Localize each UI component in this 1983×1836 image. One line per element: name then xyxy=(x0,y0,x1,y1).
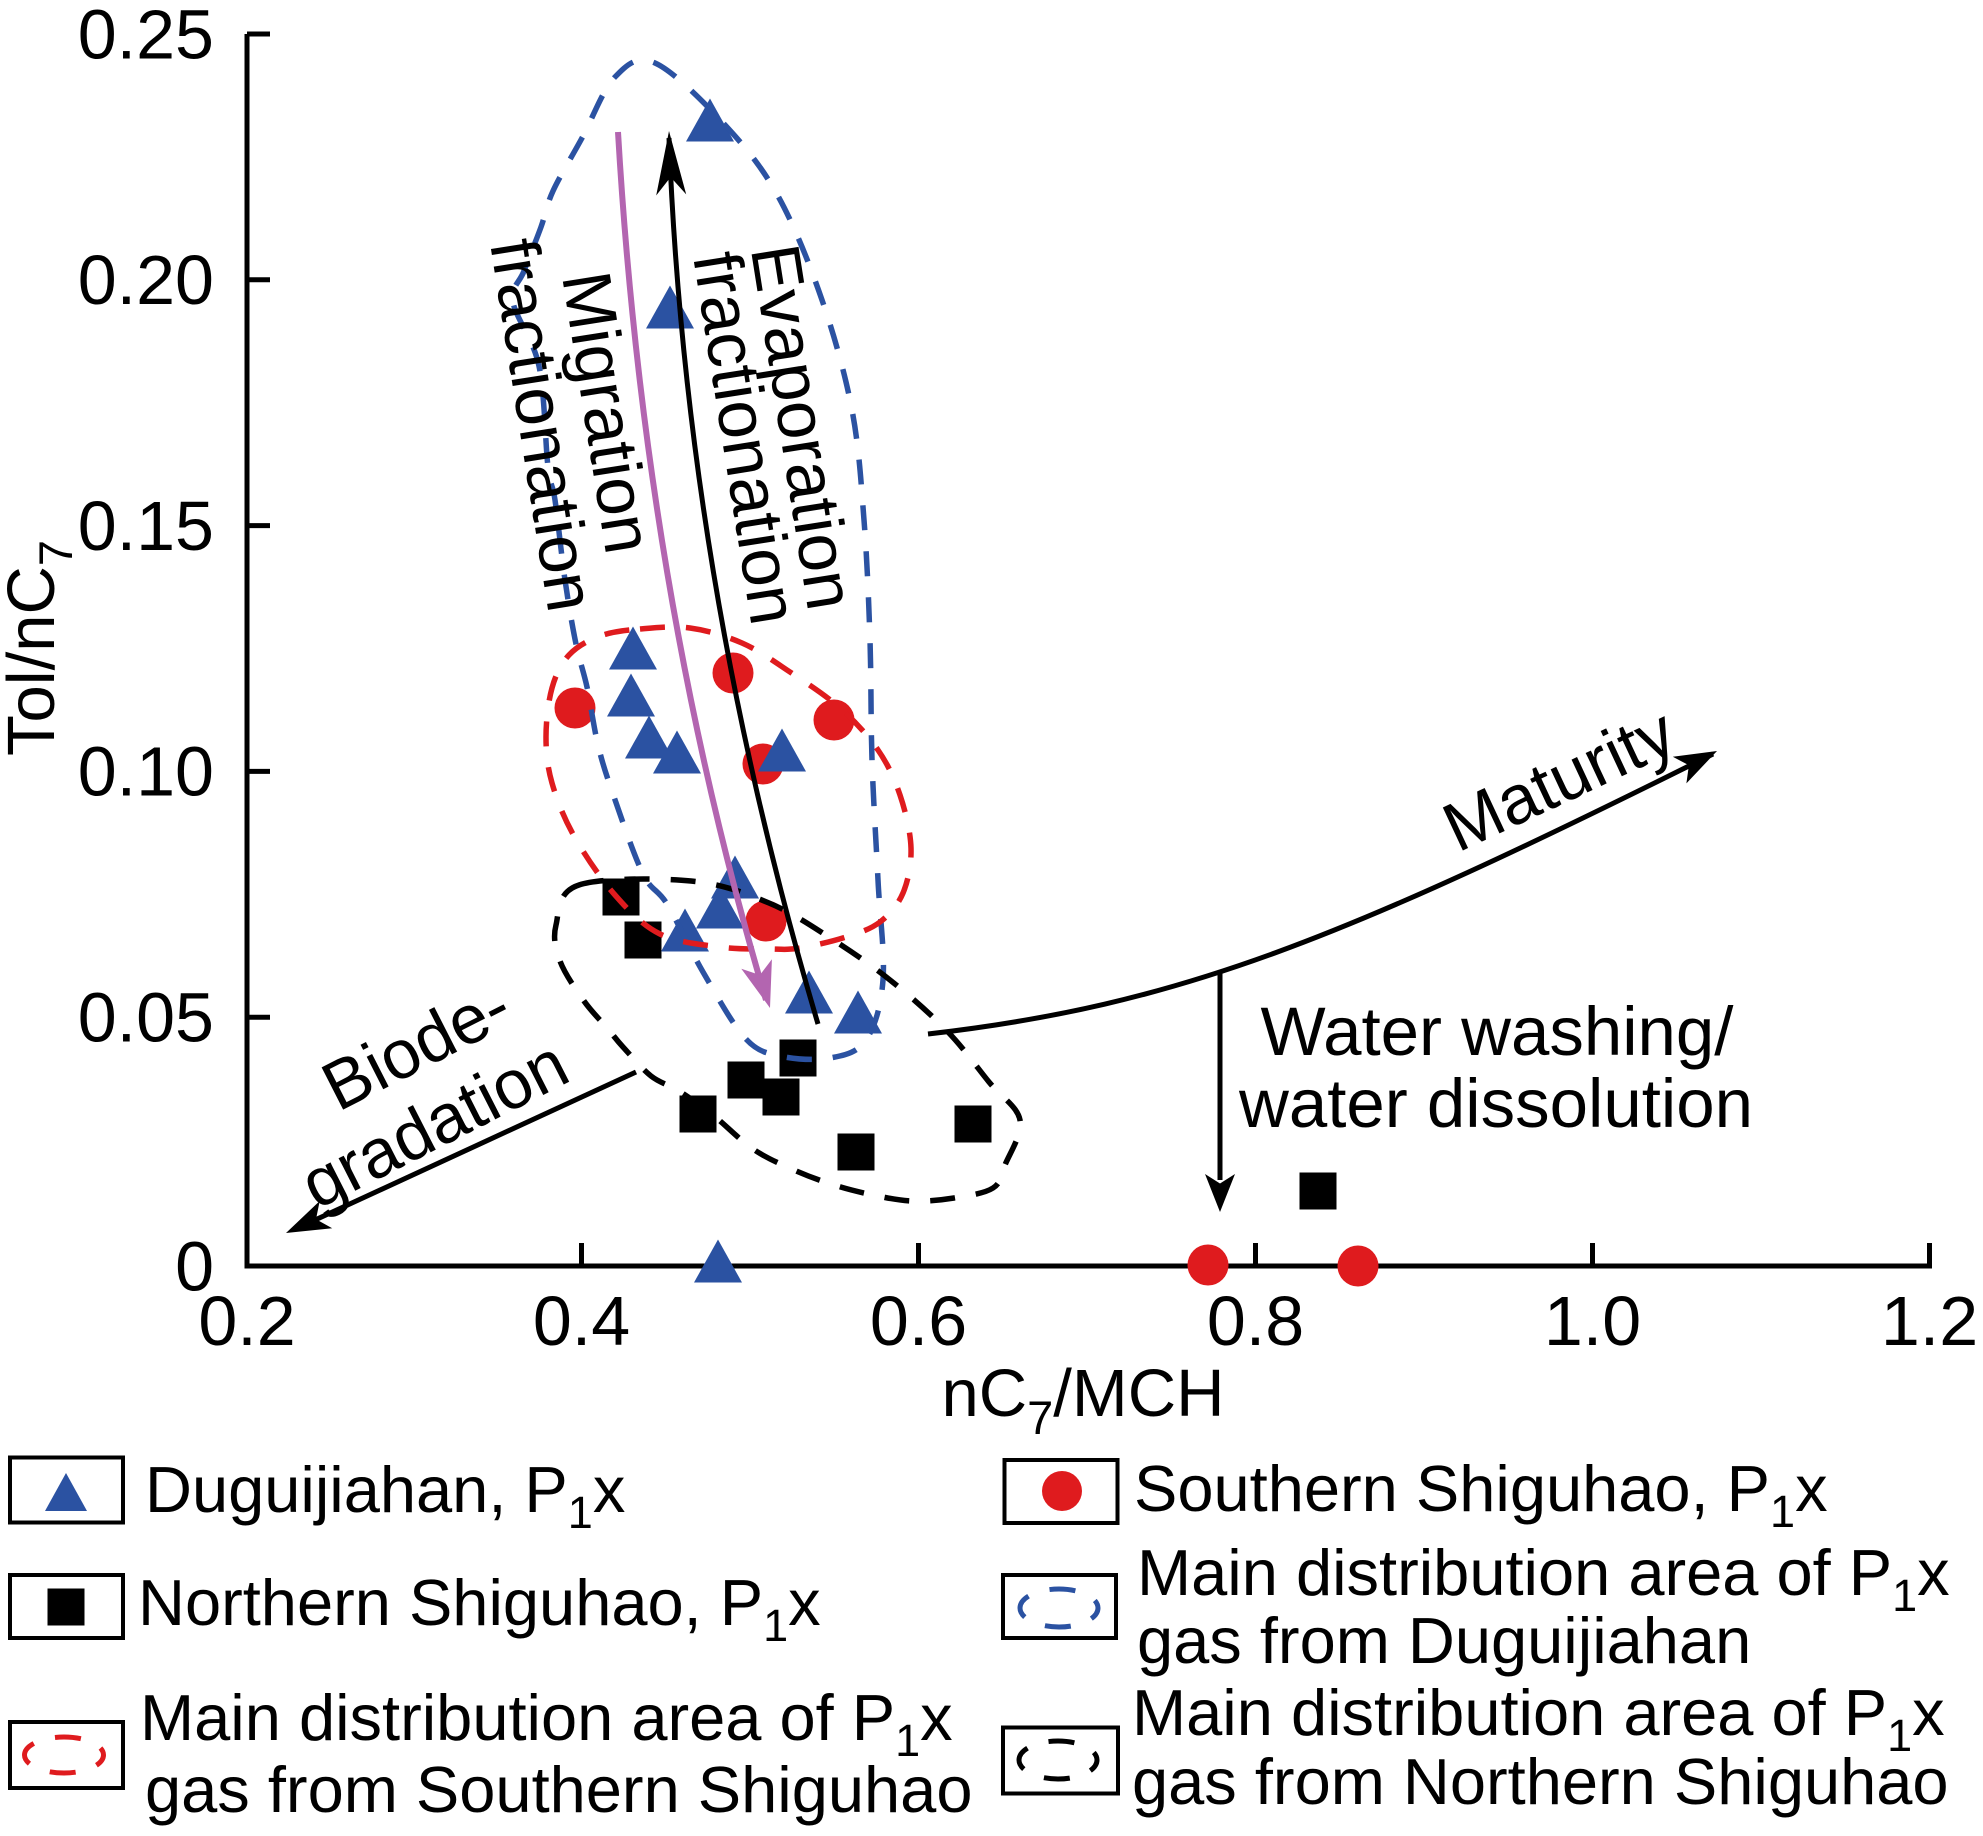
svg-text:1.0: 1.0 xyxy=(1544,1282,1641,1360)
svg-text:0.10: 0.10 xyxy=(78,733,214,811)
svg-text:water dissolution: water dissolution xyxy=(1238,1065,1753,1142)
svg-text:Northern Shiguhao, P1x: Northern Shiguhao, P1x xyxy=(138,1566,821,1651)
svg-text:Main distribution area of P1x: Main distribution area of P1x xyxy=(1132,1676,1945,1761)
svg-text:0.8: 0.8 xyxy=(1207,1282,1304,1360)
svg-text:Main distribution area of P1x: Main distribution area of P1x xyxy=(140,1681,953,1766)
svg-text:0.20: 0.20 xyxy=(78,241,214,319)
svg-text:0.2: 0.2 xyxy=(198,1282,295,1360)
svg-text:Tol/nC7: Tol/nC7 xyxy=(0,540,82,756)
svg-text:nC7/MCH: nC7/MCH xyxy=(942,1356,1225,1444)
svg-text:Water washing/: Water washing/ xyxy=(1261,993,1735,1070)
svg-text:gas from Duguijiahan: gas from Duguijiahan xyxy=(1137,1604,1751,1677)
svg-text:Main distribution area of P1x: Main distribution area of P1x xyxy=(1137,1536,1950,1621)
svg-text:0.15: 0.15 xyxy=(78,487,214,565)
svg-text:Duguijiahan, P1x: Duguijiahan, P1x xyxy=(145,1453,625,1538)
svg-text:0: 0 xyxy=(175,1227,214,1305)
svg-text:0.05: 0.05 xyxy=(78,979,214,1057)
svg-text:1.2: 1.2 xyxy=(1881,1282,1978,1360)
svg-text:0.6: 0.6 xyxy=(870,1282,967,1360)
svg-text:gas from Northern Shiguhao: gas from Northern Shiguhao xyxy=(1132,1745,1949,1818)
svg-text:0.25: 0.25 xyxy=(78,0,214,73)
svg-text:gas from Southern Shiguhao: gas from Southern Shiguhao xyxy=(145,1753,972,1826)
svg-text:0.4: 0.4 xyxy=(533,1282,630,1360)
svg-text:Southern Shiguhao, P1x: Southern Shiguhao, P1x xyxy=(1134,1452,1828,1537)
